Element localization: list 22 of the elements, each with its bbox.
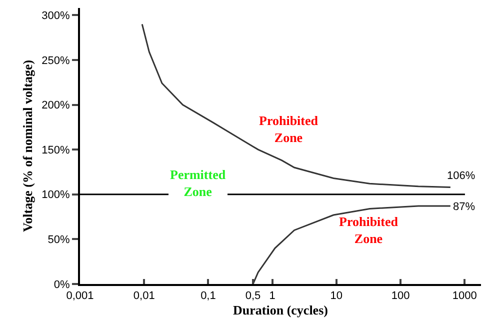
y-tick-label: 50% — [48, 234, 70, 246]
y-axis-title: Voltage (% of nominal voltage) — [20, 60, 36, 232]
x-axis-title: Duration (cycles) — [233, 302, 328, 318]
x-tick-label: 0,5 — [245, 290, 261, 302]
x-tick-label: 10 — [330, 290, 343, 302]
x-tick-label: 100 — [391, 290, 410, 302]
y-tick-label: 200% — [42, 100, 70, 112]
y-tick-label: 0% — [54, 278, 70, 291]
annotation: Permitted Zone — [170, 167, 226, 199]
y-tick-label: 100% — [42, 189, 70, 202]
y-tick-label: 250% — [42, 54, 70, 67]
x-tick-label: 1000 — [452, 290, 477, 302]
x-tick-label: 0,01 — [133, 290, 155, 302]
annotation: Prohibited Zone — [259, 113, 319, 145]
annotation: 87% — [453, 201, 476, 213]
annotation: Prohibited Zone — [339, 214, 399, 246]
x-tick-label: 0,001 — [66, 290, 94, 302]
x-tick-label: 1 — [269, 290, 276, 302]
annotation: 106% — [447, 170, 476, 182]
y-tick-label: 300% — [42, 10, 70, 22]
x-tick-label: 0,1 — [200, 290, 216, 302]
y-tick-label: 150% — [42, 144, 70, 156]
